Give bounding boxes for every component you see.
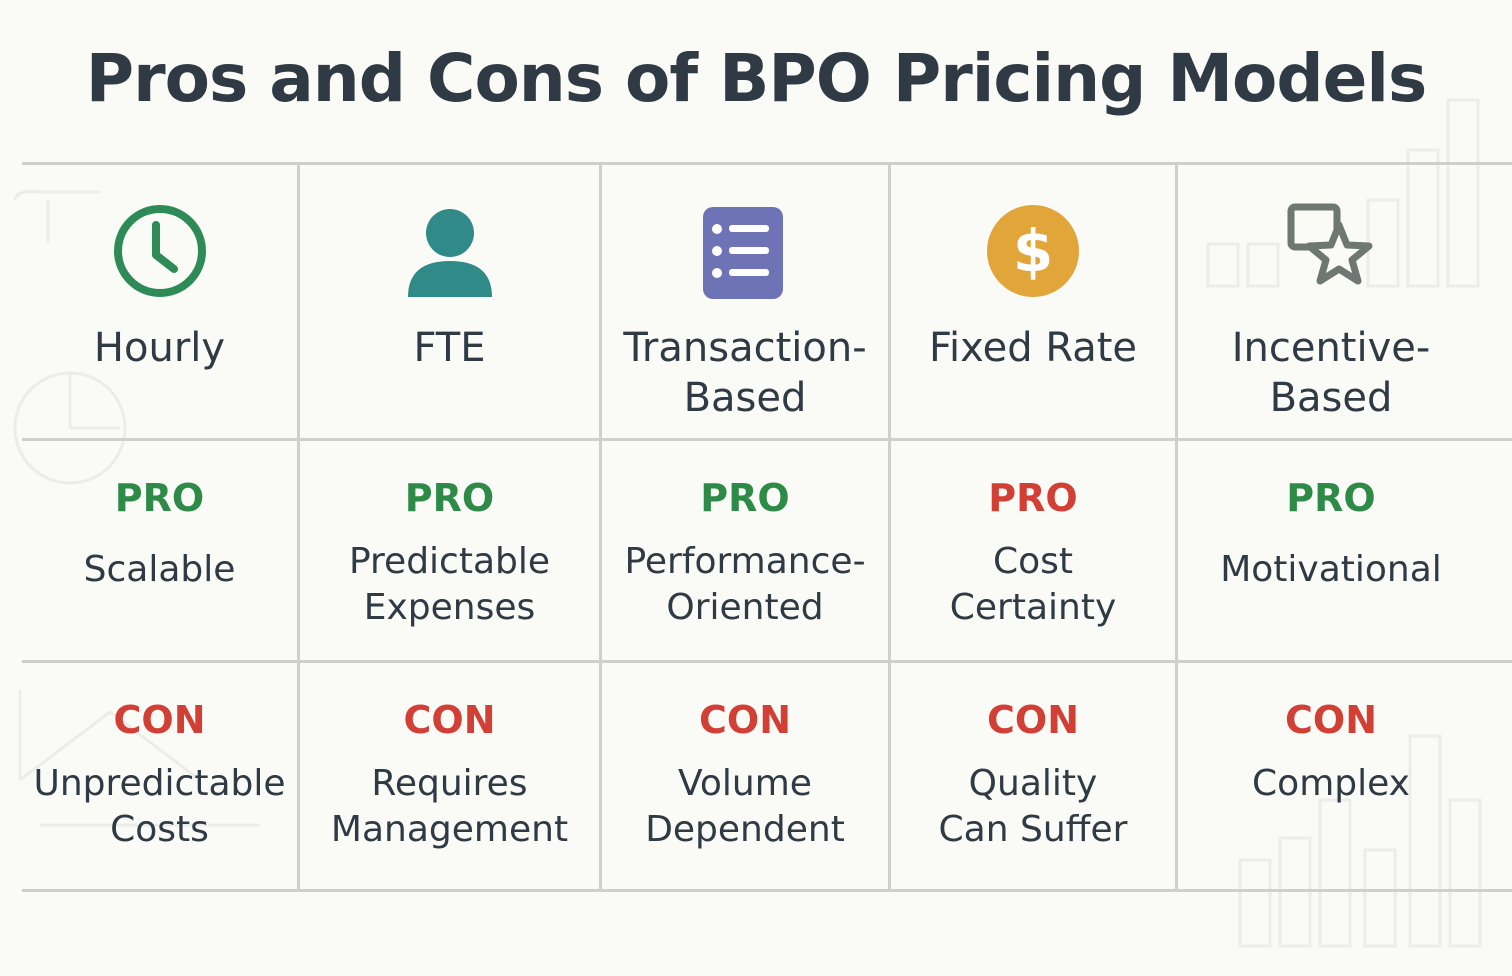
- table-divider: [22, 438, 1512, 441]
- pricing-models-table: Hourly PRO Scalable CON Unpredictable Cos…: [22, 162, 1512, 892]
- clock-icon: [113, 205, 206, 297]
- star-badge-icon: [1287, 203, 1373, 285]
- pro-cell-fte: PRO Predictable Expenses: [300, 441, 599, 660]
- pro-text: Performance- Oriented: [624, 541, 866, 628]
- con-label: CON: [699, 698, 791, 742]
- pro-cell-incentive-based: PRO Motivational: [1178, 441, 1484, 660]
- table-divider: [22, 162, 1512, 165]
- pro-label: PRO: [404, 476, 495, 520]
- model-name: Hourly: [93, 325, 226, 371]
- con-cell-incentive-based: CON Complex: [1178, 663, 1484, 889]
- pro-label: PRO: [114, 476, 205, 520]
- model-header-transaction-based: Transaction- Based: [602, 165, 888, 438]
- table-divider: [22, 660, 1512, 663]
- table-divider: [888, 162, 891, 892]
- page-title: Pros and Cons of BPO Pricing Models: [85, 40, 1428, 117]
- svg-text:$: $: [1013, 217, 1053, 285]
- table-divider: [297, 162, 300, 892]
- con-text: Complex: [1252, 763, 1410, 804]
- con-text: Volume Dependent: [645, 763, 845, 850]
- pro-text: Cost Certainty: [949, 541, 1117, 628]
- model-header-fte: FTE: [300, 165, 599, 438]
- model-name: Fixed Rate: [928, 325, 1138, 371]
- con-label: CON: [403, 698, 496, 742]
- model-header-hourly: Hourly: [22, 165, 297, 438]
- con-text: Unpredictable Costs: [33, 763, 286, 850]
- con-cell-hourly: CON Unpredictable Costs: [22, 663, 297, 889]
- table-divider: [1175, 162, 1178, 892]
- person-icon: [407, 209, 492, 297]
- con-label: CON: [987, 698, 1079, 742]
- con-cell-fixed-rate: CON Quality Can Suffer: [891, 663, 1175, 889]
- con-text: Requires Management: [330, 763, 569, 850]
- model-name: Transaction- Based: [623, 325, 867, 421]
- table-divider: [599, 162, 602, 892]
- con-cell-transaction-based: CON Volume Dependent: [602, 663, 888, 889]
- con-label: CON: [1285, 698, 1377, 742]
- con-cell-fte: CON Requires Management: [300, 663, 599, 889]
- model-header-fixed-rate: $ Fixed Rate: [891, 165, 1175, 438]
- pro-label: PRO: [1286, 476, 1376, 520]
- pro-cell-fixed-rate: PRO Cost Certainty: [891, 441, 1175, 660]
- pro-text: Predictable Expenses: [348, 541, 551, 628]
- model-name: FTE: [413, 325, 486, 371]
- pro-text: Scalable: [83, 549, 236, 590]
- con-text: Quality Can Suffer: [938, 763, 1128, 850]
- pro-text: Motivational: [1220, 549, 1442, 590]
- con-label: CON: [113, 698, 206, 742]
- pro-label: PRO: [700, 476, 790, 520]
- model-header-incentive-based: Incentive- Based: [1178, 165, 1484, 438]
- model-name: Incentive- Based: [1231, 325, 1431, 421]
- dollar-coin-icon: $: [987, 205, 1079, 297]
- pro-label: PRO: [988, 476, 1078, 520]
- table-divider: [22, 889, 1512, 892]
- pro-cell-hourly: PRO Scalable: [22, 441, 297, 660]
- list-icon: [703, 207, 783, 299]
- pro-cell-transaction-based: PRO Performance- Oriented: [602, 441, 888, 660]
